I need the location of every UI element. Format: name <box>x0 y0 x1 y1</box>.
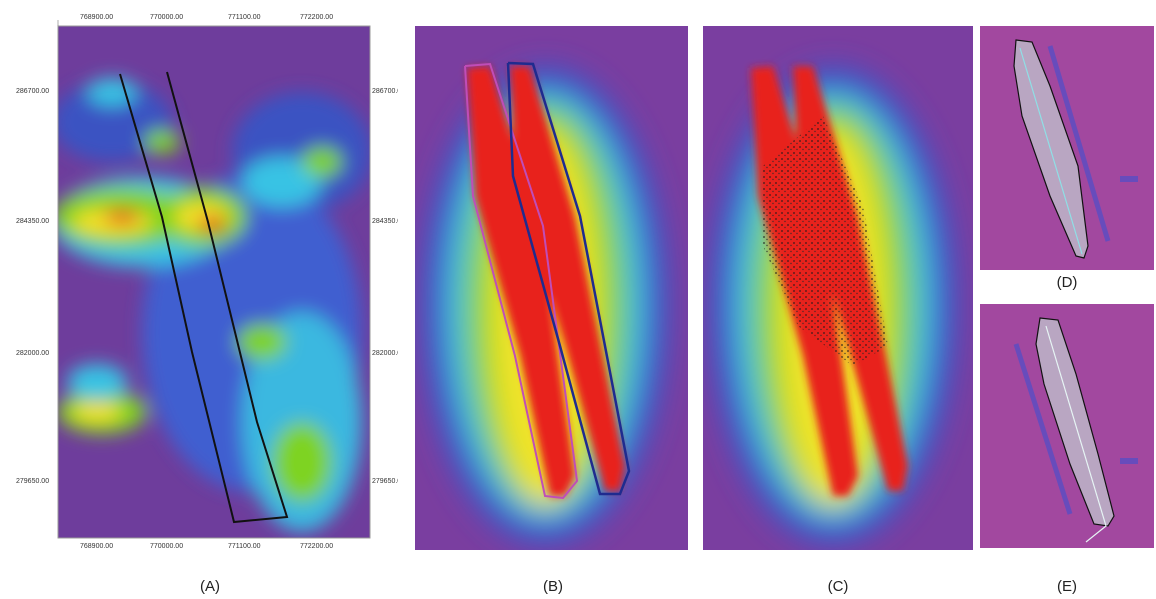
x-tick-top-2: 770000.00 <box>150 14 184 21</box>
panel-b-model <box>415 26 688 550</box>
panel-e-outline <box>980 304 1154 548</box>
panel-e <box>980 304 1154 548</box>
y-tick-right-3: 282000.00 <box>372 350 398 357</box>
y-tick-right-1: 286700.00 <box>372 88 398 95</box>
x-tick-bottom-3: 771100.00 <box>228 543 261 550</box>
y-tick-right-2: 284350.00 <box>372 218 398 225</box>
panel-c <box>703 26 973 550</box>
y-tick-right-4: 279650.00 <box>372 478 398 485</box>
y-tick-left-3: 282000.00 <box>16 350 50 357</box>
panel-d <box>980 26 1154 270</box>
y-tick-left-4: 279650.00 <box>16 478 50 485</box>
caption-d: (D) <box>1056 274 1078 291</box>
y-tick-left-1: 286700.00 <box>16 88 50 95</box>
panel-d-outline <box>980 26 1154 270</box>
x-tick-bottom-2: 770000.00 <box>150 543 184 550</box>
x-tick-top-3: 771100.00 <box>228 14 261 21</box>
caption-e: (E) <box>1057 578 1077 595</box>
caption-c: (C) <box>827 578 849 595</box>
x-tick-top-1: 768900.00 <box>80 14 114 21</box>
x-tick-top-4: 772200.00 <box>300 14 334 21</box>
panel-c-model <box>703 26 973 550</box>
caption-b: (B) <box>543 578 563 595</box>
panel-a-map <box>2 2 398 577</box>
caption-a: (A) <box>200 578 220 595</box>
panel-a: 768900.00 770000.00 771100.00 772200.00 … <box>2 2 398 577</box>
panel-b <box>415 26 688 550</box>
x-tick-bottom-4: 772200.00 <box>300 543 334 550</box>
x-tick-bottom-1: 768900.00 <box>80 543 114 550</box>
y-tick-left-2: 284350.00 <box>16 218 50 225</box>
